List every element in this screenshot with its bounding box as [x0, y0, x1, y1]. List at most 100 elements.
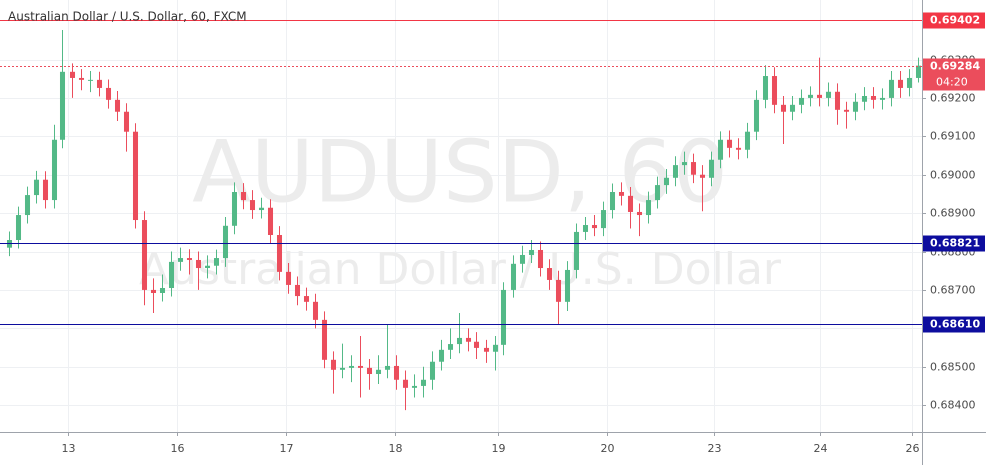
candle-body: [573, 231, 580, 270]
candle-body: [393, 365, 400, 380]
level-label-box: [923, 12, 985, 29]
candle-body: [321, 319, 328, 360]
candle-body: [366, 367, 373, 375]
candle-body: [852, 101, 859, 112]
level-label: 0.68610: [930, 318, 980, 331]
candle-body: [843, 109, 850, 112]
candle-body: [492, 344, 499, 352]
candle-body: [744, 131, 751, 150]
candle-body: [582, 225, 589, 232]
candle-body: [132, 131, 139, 221]
candle-body: [312, 301, 319, 320]
x-tick-label: 19: [492, 442, 506, 455]
candle-body: [159, 288, 166, 293]
candle-body: [33, 179, 40, 196]
candle-body: [627, 195, 634, 212]
candle-body: [555, 279, 562, 302]
candle-body: [204, 265, 211, 269]
candle-body: [438, 349, 445, 362]
candle-body: [456, 337, 463, 345]
x-tick-label: 17: [280, 442, 294, 455]
candle-body: [87, 79, 94, 81]
y-tick-label: 0.68700: [930, 284, 976, 297]
candle-body: [222, 225, 229, 259]
candle-body: [15, 215, 22, 240]
candle-body: [429, 361, 436, 380]
candle-body: [546, 268, 553, 280]
candle-body: [789, 104, 796, 112]
candle-body: [42, 179, 49, 201]
chart-title: Australian Dollar / U.S. Dollar, 60, FXC…: [8, 10, 247, 24]
watermark-subtitle: Australian Dollar / U.S. Dollar: [139, 244, 782, 295]
candle-body: [348, 365, 355, 368]
y-tick-label: 0.69000: [930, 169, 976, 182]
candle-body: [339, 367, 346, 370]
candle-body: [771, 76, 778, 105]
candle-body: [672, 165, 679, 178]
candle-body: [798, 97, 805, 105]
candle-body: [681, 162, 688, 166]
y-tick-label: 0.68400: [930, 399, 976, 412]
x-tick-label: 24: [814, 442, 828, 455]
candle-body: [600, 210, 607, 229]
candle-body: [285, 271, 292, 285]
candle-body: [123, 111, 130, 132]
candle-body: [402, 379, 409, 388]
candle-body: [357, 365, 364, 368]
candle-body: [717, 139, 724, 160]
candle-body: [186, 258, 193, 260]
last-price-box: [923, 58, 985, 75]
x-tick-label: 23: [708, 442, 722, 455]
candle-body: [897, 79, 904, 88]
candle-body: [762, 76, 769, 100]
candle-body: [240, 192, 247, 201]
candle-body: [618, 192, 625, 196]
candle-body: [834, 91, 841, 110]
candle-body: [537, 249, 544, 269]
candle-body: [780, 104, 787, 112]
candle-body: [447, 344, 454, 350]
watermark: AUDUSD, 60: [192, 122, 728, 222]
candle-body: [375, 369, 382, 375]
candle-body: [609, 192, 616, 211]
candle-body: [519, 254, 526, 264]
candle-body: [528, 249, 535, 255]
candle-body: [483, 347, 490, 352]
candle-body: [168, 261, 175, 288]
candle-body: [753, 99, 760, 132]
y-tick-label: 0.68900: [930, 207, 976, 220]
level-label-box: [923, 235, 985, 252]
last-price-label: 0.69284: [930, 60, 980, 73]
candle-body: [24, 195, 31, 216]
candle-body: [59, 71, 66, 140]
grid-layer: [0, 0, 922, 432]
level-label: 0.68821: [930, 237, 980, 250]
candle-body: [249, 200, 256, 211]
candle-body: [150, 289, 157, 293]
candle-body: [654, 185, 661, 201]
candle-body: [411, 385, 418, 388]
y-tick-label: 0.69100: [930, 130, 976, 143]
candle-body: [267, 207, 274, 236]
candle-body: [473, 341, 480, 348]
candle-body: [807, 94, 814, 98]
candle-body: [51, 139, 58, 201]
candle-body: [213, 258, 220, 266]
candle-body: [510, 263, 517, 290]
x-tick-label: 26: [906, 442, 920, 455]
x-tick-label: 16: [171, 442, 185, 455]
marks-layer: [0, 20, 922, 411]
level-label: 0.69402: [930, 14, 980, 27]
candle-body: [276, 235, 283, 272]
candle-body: [258, 207, 265, 211]
countdown-box: [923, 74, 985, 91]
candle-body: [906, 77, 913, 88]
candle-body: [231, 192, 238, 226]
candle-body: [636, 211, 643, 216]
candle-body: [591, 225, 598, 229]
candle-body: [663, 177, 670, 186]
candle-body: [420, 379, 427, 386]
candle-body: [825, 91, 832, 98]
